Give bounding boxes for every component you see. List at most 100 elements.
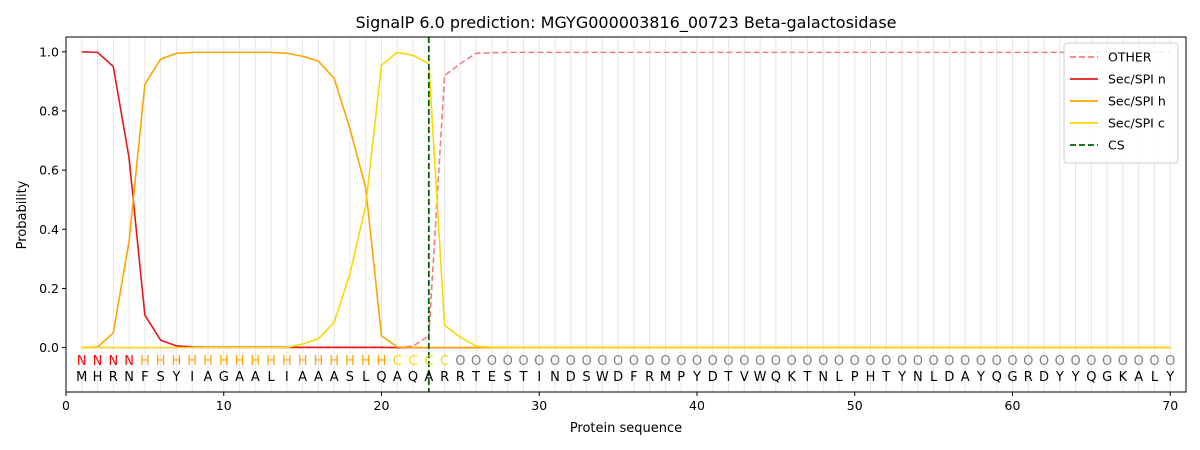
- residue-letter: N: [124, 370, 134, 385]
- region-label: O: [566, 354, 576, 369]
- sequence-labels: NMNHNRNNHFHSHYHIHAHGHAHAHLHIHAHAHAHSHLHQ…: [76, 354, 1175, 385]
- region-label: H: [361, 354, 371, 369]
- region-label: O: [708, 354, 718, 369]
- residue-letter: A: [314, 370, 323, 385]
- residue-letter: P: [851, 370, 859, 385]
- residue-letter: I: [190, 370, 194, 385]
- region-label: N: [77, 354, 87, 369]
- region-label: O: [913, 354, 923, 369]
- residue-letter: W: [596, 370, 609, 385]
- residue-letter: A: [330, 370, 339, 385]
- residue-letter: Y: [1055, 370, 1064, 385]
- region-label: O: [1007, 354, 1017, 369]
- residue-letter: K: [787, 370, 796, 385]
- region-label: H: [314, 354, 324, 369]
- region-label: O: [960, 354, 970, 369]
- region-label: O: [865, 354, 875, 369]
- region-label: O: [455, 354, 465, 369]
- region-label: H: [298, 354, 308, 369]
- region-label: O: [613, 354, 623, 369]
- region-label: O: [676, 354, 686, 369]
- region-label: O: [487, 354, 497, 369]
- residue-letter: T: [724, 370, 733, 385]
- residue-letter: L: [1151, 370, 1159, 385]
- legend-label: OTHER: [1108, 50, 1152, 65]
- residue-letter: A: [393, 370, 402, 385]
- region-label: H: [235, 354, 245, 369]
- residue-letter: F: [141, 370, 148, 385]
- region-label: O: [1134, 354, 1144, 369]
- residue-letter: L: [930, 370, 938, 385]
- residue-letter: G: [1007, 370, 1017, 385]
- residue-letter: M: [76, 370, 87, 385]
- residue-letter: Q: [408, 370, 418, 385]
- residue-letter: G: [1102, 370, 1112, 385]
- region-label: O: [518, 354, 528, 369]
- x-tick-label: 60: [1005, 398, 1021, 413]
- residue-letter: F: [630, 370, 637, 385]
- residue-letter: L: [835, 370, 843, 385]
- region-label: H: [172, 354, 182, 369]
- region-label: O: [1055, 354, 1065, 369]
- x-tick-label: 40: [689, 398, 705, 413]
- region-label: O: [645, 354, 655, 369]
- region-label: H: [345, 354, 355, 369]
- y-tick-label: 0.8: [39, 103, 59, 118]
- region-label: O: [1102, 354, 1112, 369]
- residue-letter: H: [93, 370, 103, 385]
- series-line-sec-spi-n: [81, 50, 1171, 349]
- residue-letter: R: [440, 370, 449, 385]
- region-label: O: [1086, 354, 1096, 369]
- region-label: C: [409, 354, 418, 369]
- residue-letter: D: [1039, 370, 1049, 385]
- legend: OTHER Sec/SPI n Sec/SPI h Sec/SPI c CS: [1063, 42, 1179, 164]
- residue-letter: A: [235, 370, 244, 385]
- residue-letter: Y: [692, 370, 701, 385]
- residue-letter: D: [613, 370, 623, 385]
- y-axis-ticks: 0.0 0.2 0.4 0.6 0.8 1.0: [39, 44, 66, 355]
- residue-letter: T: [802, 370, 811, 385]
- y-axis-label: Probability: [15, 180, 30, 249]
- legend-label: Sec/SPI h: [1108, 94, 1166, 109]
- residue-letter: P: [677, 370, 685, 385]
- legend-label: CS: [1108, 138, 1125, 153]
- residue-letter: T: [881, 370, 890, 385]
- residue-letter: N: [913, 370, 923, 385]
- residue-letter: A: [1134, 370, 1143, 385]
- residue-letter: I: [285, 370, 289, 385]
- region-label: O: [897, 354, 907, 369]
- region-label: H: [203, 354, 213, 369]
- region-label: O: [755, 354, 765, 369]
- residue-letter: D: [944, 370, 954, 385]
- residue-letter: L: [267, 370, 275, 385]
- region-label: H: [282, 354, 292, 369]
- region-label: O: [471, 354, 481, 369]
- region-label: N: [93, 354, 103, 369]
- x-tick-label: 30: [531, 398, 547, 413]
- residue-letter: R: [645, 370, 654, 385]
- residue-letter: Y: [897, 370, 906, 385]
- residue-letter: I: [537, 370, 541, 385]
- region-label: O: [1118, 354, 1128, 369]
- legend-label: Sec/SPI n: [1108, 72, 1166, 87]
- region-label: C: [424, 354, 433, 369]
- region-label: O: [1039, 354, 1049, 369]
- region-label: H: [156, 354, 166, 369]
- region-label: O: [1165, 354, 1175, 369]
- series-line-other: [81, 51, 1171, 349]
- region-label: H: [329, 354, 339, 369]
- region-label: H: [219, 354, 229, 369]
- region-label: O: [739, 354, 749, 369]
- residue-letter: R: [109, 370, 118, 385]
- residue-letter: A: [204, 370, 213, 385]
- region-label: O: [660, 354, 670, 369]
- residue-letter: L: [362, 370, 370, 385]
- residue-letter: M: [660, 370, 671, 385]
- region-label: H: [187, 354, 197, 369]
- region-label: O: [1070, 354, 1080, 369]
- region-label: O: [818, 354, 828, 369]
- region-label: O: [944, 354, 954, 369]
- series-line-sec-spi-c: [81, 51, 1171, 349]
- region-label: O: [850, 354, 860, 369]
- region-label: O: [771, 354, 781, 369]
